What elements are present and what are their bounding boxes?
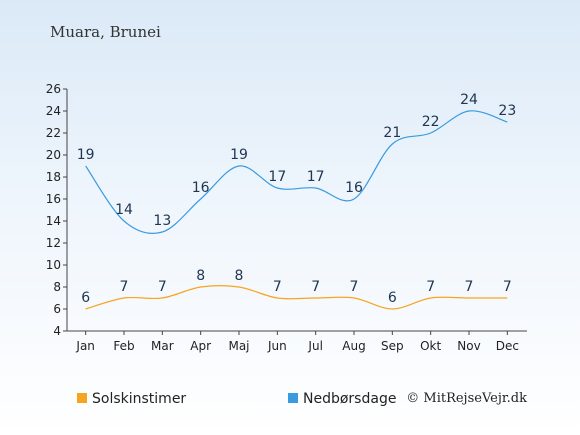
y-tick-label: 6 bbox=[53, 302, 61, 316]
y-tick-label: 8 bbox=[53, 280, 61, 294]
data-label: 6 bbox=[388, 290, 397, 306]
data-label: 16 bbox=[345, 180, 363, 196]
data-label: 19 bbox=[77, 147, 95, 163]
y-tick-label: 18 bbox=[46, 170, 61, 184]
x-tick-label: Mar bbox=[151, 339, 174, 353]
data-label: 7 bbox=[158, 279, 167, 295]
data-label: 7 bbox=[465, 279, 474, 295]
x-tick-label: Jan bbox=[75, 339, 95, 353]
legend: Solskinstimer Nedbørsdage bbox=[77, 391, 396, 407]
data-label: 17 bbox=[307, 169, 325, 185]
x-tick-label: Dec bbox=[496, 339, 519, 353]
data-label: 7 bbox=[311, 279, 320, 295]
legend-label: Solskinstimer bbox=[92, 391, 186, 407]
y-tick-label: 12 bbox=[46, 236, 61, 250]
data-label: 22 bbox=[422, 114, 440, 130]
x-tick-label: Jun bbox=[267, 339, 287, 353]
y-tick-label: 26 bbox=[46, 82, 61, 96]
x-tick-label: Apr bbox=[190, 339, 211, 353]
data-label: 7 bbox=[273, 279, 282, 295]
legend-label: Nedbørsdage bbox=[303, 391, 396, 407]
y-tick-label: 22 bbox=[46, 126, 61, 140]
x-tick-label: Jul bbox=[307, 339, 322, 353]
data-label: 13 bbox=[153, 213, 171, 229]
x-tick-label: Aug bbox=[342, 339, 365, 353]
data-labels: 6 7 7 8 8 7 7 7 6 7 7 7 19 14 13 16 19 17 17 16 21 22 24 23 bbox=[77, 92, 516, 306]
data-label: 19 bbox=[230, 147, 248, 163]
data-label: 16 bbox=[192, 180, 210, 196]
y-tick-label: 16 bbox=[46, 192, 61, 206]
legend-swatch bbox=[288, 393, 298, 403]
data-label: 24 bbox=[460, 92, 478, 108]
axes: 4 6 8 10 12 14 16 18 20 22 24 26 Jan Feb Mar Apr Maj Jun J… bbox=[46, 82, 527, 353]
data-label: 7 bbox=[426, 279, 435, 295]
data-label: 17 bbox=[268, 169, 286, 185]
legend-swatch bbox=[77, 393, 87, 403]
y-tick-label: 20 bbox=[46, 148, 61, 162]
chart-title: Muara, Brunei bbox=[50, 23, 161, 41]
copyright-text: © MitRejseVejr.dk bbox=[406, 391, 527, 406]
series-line-0 bbox=[85, 285, 508, 310]
data-label: 21 bbox=[383, 125, 401, 141]
data-label: 7 bbox=[350, 279, 359, 295]
data-label: 7 bbox=[503, 279, 512, 295]
data-label: 8 bbox=[235, 268, 244, 284]
x-tick-label: Okt bbox=[420, 339, 441, 353]
series-line-1 bbox=[85, 110, 508, 234]
series-lines bbox=[85, 110, 508, 310]
data-label: 23 bbox=[498, 103, 516, 119]
x-tick-label: Sep bbox=[381, 339, 404, 353]
data-label: 6 bbox=[81, 290, 90, 306]
x-tick-label: Feb bbox=[113, 339, 134, 353]
y-tick-label: 14 bbox=[46, 214, 61, 228]
data-label: 8 bbox=[196, 268, 205, 284]
x-tick-label: Nov bbox=[457, 339, 480, 353]
y-tick-label: 4 bbox=[53, 324, 61, 338]
y-tick-label: 24 bbox=[46, 104, 61, 118]
data-label: 14 bbox=[115, 202, 133, 218]
data-label: 7 bbox=[120, 279, 129, 295]
y-tick-label: 10 bbox=[46, 258, 61, 272]
x-tick-label: Maj bbox=[228, 339, 249, 353]
